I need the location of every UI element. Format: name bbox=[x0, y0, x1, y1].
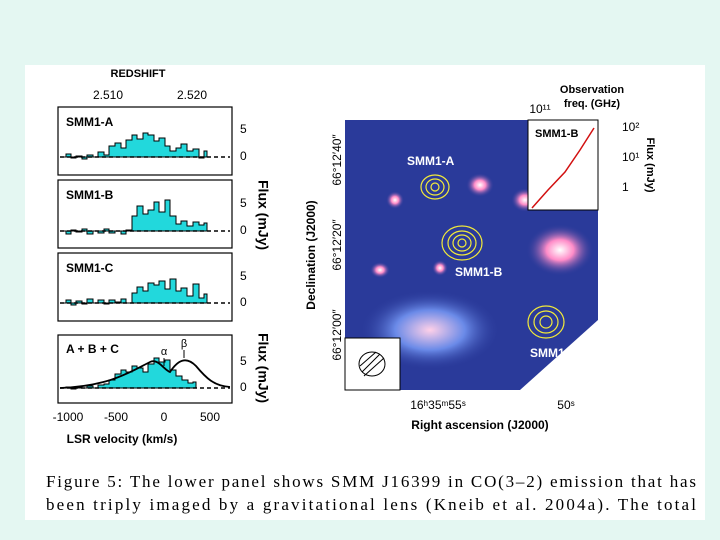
galaxy bbox=[526, 224, 594, 276]
redshift-tick: 2.520 bbox=[177, 88, 207, 102]
y-axis-label: Flux (mJy) bbox=[255, 180, 271, 250]
panel-label: SMM1-A bbox=[66, 115, 114, 129]
inset-label: SMM1-B bbox=[535, 128, 578, 140]
sed-inset bbox=[527, 119, 599, 211]
beam-hatch bbox=[359, 351, 385, 377]
inset-title: Observation bbox=[560, 84, 624, 96]
galaxy bbox=[370, 262, 390, 278]
caption-line: Figure 5: The lower panel shows SMM J163… bbox=[46, 472, 696, 491]
panel-label: A + B + C bbox=[66, 342, 119, 356]
beam bbox=[358, 351, 386, 377]
galaxy bbox=[466, 173, 494, 197]
panel-frame bbox=[57, 106, 233, 176]
spectrum bbox=[60, 132, 208, 160]
image-edge bbox=[520, 320, 598, 390]
inset-tick: 1 bbox=[622, 180, 629, 194]
redshift-header: REDSHIFT bbox=[111, 68, 166, 80]
beam-inset bbox=[344, 337, 401, 391]
spectrum bbox=[60, 278, 208, 306]
y-tick-label: 5 bbox=[240, 122, 247, 136]
spectra: REDSHIFT 2.510 2.520 SMM1-A 5 0 SMM1-B 5… bbox=[53, 68, 272, 446]
x-tick-label: 0 bbox=[161, 410, 168, 424]
ra-tick: 16ʰ35ᵐ55ˢ bbox=[410, 398, 466, 412]
galaxy bbox=[432, 260, 448, 276]
ra-tick: 50ˢ bbox=[557, 398, 574, 412]
y-tick-label: 0 bbox=[240, 295, 247, 309]
sed-curve bbox=[531, 127, 595, 209]
y-axis-label: Declination (J2000) bbox=[304, 200, 318, 309]
sky-image: SMM1-A SMM1-B SMM1-C SMM1-B Observation … bbox=[304, 84, 656, 432]
dec-tick: 66°12′20″ bbox=[330, 219, 344, 271]
peak-label: α bbox=[161, 346, 168, 358]
contours bbox=[420, 174, 565, 339]
dec-tick: 66°12′00″ bbox=[330, 309, 344, 361]
panel-frame bbox=[57, 334, 233, 404]
x-tick-label: 500 bbox=[200, 410, 220, 424]
x-axis-label: Right ascension (J2000) bbox=[411, 418, 548, 432]
y-axis-label: Flux (mJy) bbox=[255, 333, 271, 403]
y-tick-label: 0 bbox=[240, 223, 247, 237]
panel-label: SMM1-B bbox=[66, 188, 114, 202]
panel-frame bbox=[57, 252, 233, 322]
inset-y-label: Flux (mJy) bbox=[644, 137, 656, 192]
x-axis-label: LSR velocity (km/s) bbox=[67, 432, 178, 446]
caption-line: been triply imaged by a gravitational le… bbox=[46, 495, 696, 514]
x-tick-label: -1000 bbox=[53, 410, 84, 424]
inset-tick: 10¹¹ bbox=[529, 102, 550, 116]
caption: Figure 5: The lower panel shows SMM J163… bbox=[46, 472, 696, 514]
y-tick-label: 0 bbox=[240, 149, 247, 163]
inset-tick: 10² bbox=[622, 120, 639, 134]
source-label: SMM1-C bbox=[530, 346, 578, 360]
y-tick-label: 5 bbox=[240, 269, 247, 283]
panel-frame bbox=[57, 179, 233, 249]
y-tick-label: 0 bbox=[240, 380, 247, 394]
source-label: SMM1-A bbox=[407, 154, 455, 168]
panel-label: SMM1-C bbox=[66, 261, 114, 275]
galaxy bbox=[386, 191, 404, 209]
y-tick-label: 5 bbox=[240, 196, 247, 210]
peak-label: β bbox=[181, 338, 187, 350]
dec-tick: 66°12′40″ bbox=[330, 134, 344, 186]
source-label: SMM1-B bbox=[455, 265, 503, 279]
spectrum bbox=[60, 199, 208, 235]
inset-title: freq. (GHz) bbox=[564, 98, 621, 110]
y-tick-label: 5 bbox=[240, 354, 247, 368]
x-tick-label: -500 bbox=[104, 410, 128, 424]
inset-tick: 10¹ bbox=[622, 150, 639, 164]
fit-curve bbox=[59, 359, 231, 389]
redshift-tick: 2.510 bbox=[93, 88, 123, 102]
